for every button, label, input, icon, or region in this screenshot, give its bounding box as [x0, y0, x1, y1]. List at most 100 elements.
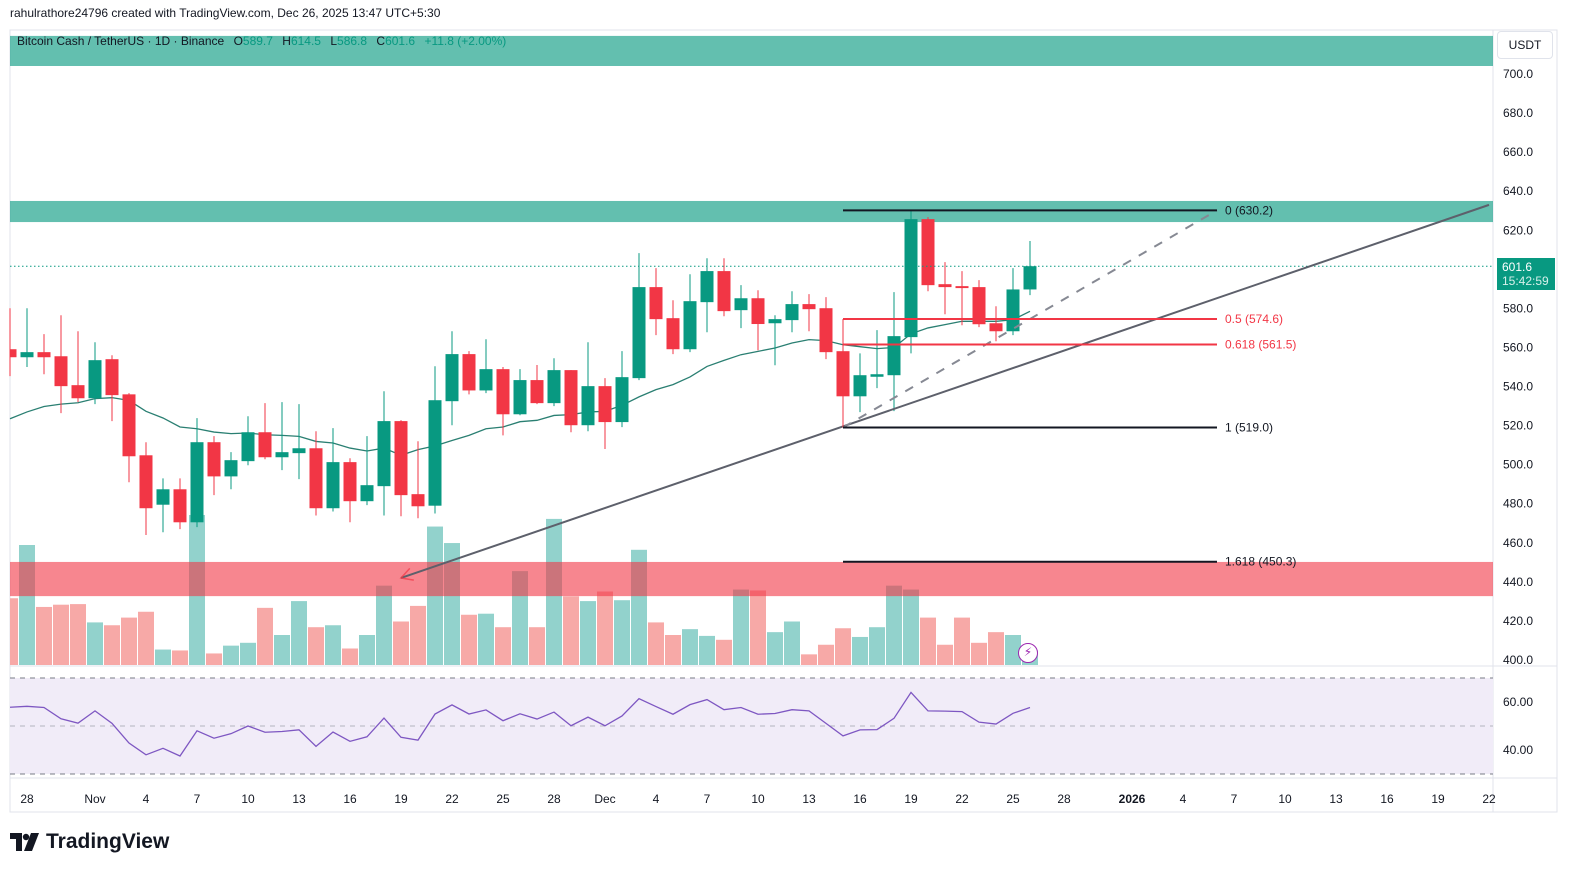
candle-body: [955, 286, 969, 289]
volume-bar: [478, 613, 494, 665]
tradingview-logo[interactable]: TradingView: [10, 830, 169, 854]
volume-bar: [597, 591, 613, 665]
time-tick: 7: [1231, 792, 1238, 806]
price-tick: 620.0: [1503, 223, 1533, 237]
volume-bar: [155, 649, 171, 665]
volume-bar: [665, 635, 681, 665]
volume-bar: [223, 645, 239, 665]
open-value: 589.7: [242, 34, 273, 48]
rsi-tick: 40.00: [1503, 743, 1533, 757]
rsi-tick: 60.00: [1503, 695, 1533, 709]
time-tick: 22: [1482, 792, 1496, 806]
volume-bar: [716, 639, 732, 665]
time-tick: 10: [751, 792, 765, 806]
candle-body: [734, 298, 748, 311]
volume-bar: [699, 635, 715, 665]
price-tick: 560.0: [1503, 340, 1533, 354]
candle-body: [377, 421, 391, 487]
volume-bar: [852, 636, 868, 665]
volume-bars: [10, 515, 1038, 665]
candle-body: [275, 452, 289, 458]
low-label: L: [330, 34, 338, 48]
candle-body: [309, 448, 323, 509]
volume-bar: [529, 627, 545, 665]
candle-body: [462, 354, 476, 391]
volume-bar: [971, 642, 987, 665]
candle-body: [105, 359, 119, 396]
volume-bar: [376, 585, 392, 665]
candle-body: [700, 271, 714, 303]
chart-frame: [9, 29, 1558, 813]
price-tick: 400.0: [1503, 653, 1533, 667]
candle-body: [683, 301, 697, 350]
volume-bar: [10, 598, 18, 665]
fib-label: 0.5 (574.6): [1225, 312, 1283, 326]
volume-bar: [563, 596, 579, 665]
candle-body: [513, 380, 527, 415]
volume-bar: [988, 632, 1004, 665]
time-tick: 7: [704, 792, 711, 806]
candle-body: [887, 336, 901, 376]
chart-border: [9, 29, 1558, 813]
candle-body: [666, 318, 680, 350]
time-tick: 19: [1431, 792, 1445, 806]
candle-body: [564, 370, 578, 426]
volume-bar: [410, 605, 426, 665]
currency-unit-button[interactable]: USDT: [1497, 31, 1553, 59]
bar-countdown: 15:42:59: [1502, 274, 1549, 288]
volume-bar: [138, 611, 154, 665]
volume-bar: [393, 621, 409, 665]
volume-bar: [886, 585, 902, 665]
candle-body: [360, 485, 374, 502]
candle-body: [802, 304, 816, 310]
volume-bar: [801, 654, 817, 665]
high-label: H: [282, 34, 291, 48]
candle-body: [292, 448, 306, 454]
candle-body: [156, 489, 170, 505]
volume-bar: [87, 622, 103, 665]
candle-body: [411, 494, 425, 507]
candle-body: [717, 271, 731, 312]
fib-label: 0.618 (561.5): [1225, 338, 1296, 352]
volume-bar: [206, 653, 222, 665]
candle-body: [1023, 266, 1037, 290]
volume-bar: [461, 614, 477, 665]
volume-bar: [121, 617, 137, 665]
candle-body: [751, 298, 765, 325]
candle-body: [649, 287, 663, 320]
time-tick: 16: [853, 792, 867, 806]
volume-bar: [274, 635, 290, 665]
arrow-head-icon: [399, 567, 414, 581]
price-tick: 540.0: [1503, 380, 1533, 394]
candle-body: [972, 287, 986, 325]
time-tick: 25: [1006, 792, 1020, 806]
price-tick: 660.0: [1503, 145, 1533, 159]
volume-bar: [920, 617, 936, 665]
volume-bar: [257, 607, 273, 665]
time-tick: 28: [20, 792, 34, 806]
candle-body: [853, 375, 867, 397]
price-tick: 440.0: [1503, 575, 1533, 589]
candle-body: [1006, 289, 1020, 332]
price-tick: 420.0: [1503, 614, 1533, 628]
candle-body: [938, 284, 952, 288]
time-tick: 4: [143, 792, 150, 806]
time-tick: 13: [292, 792, 306, 806]
price-tick: 460.0: [1503, 536, 1533, 550]
candle-body: [819, 308, 833, 353]
volume-bar: [580, 601, 596, 665]
volume-bar: [818, 644, 834, 665]
volume-bar: [70, 604, 86, 665]
symbol-name[interactable]: Bitcoin Cash / TetherUS · 1D · Binance: [17, 34, 225, 48]
time-tick: 10: [241, 792, 255, 806]
candle-body: [904, 219, 918, 338]
time-tick: Dec: [594, 792, 615, 806]
candle-body: [768, 319, 782, 324]
candle-body: [581, 386, 595, 426]
price-tick: 500.0: [1503, 458, 1533, 472]
candle-body: [54, 356, 68, 387]
tradingview-logo-icon: [10, 833, 39, 851]
rsi-pane: [9, 677, 1493, 775]
lightning-icon[interactable]: ⚡︎: [1018, 643, 1038, 663]
